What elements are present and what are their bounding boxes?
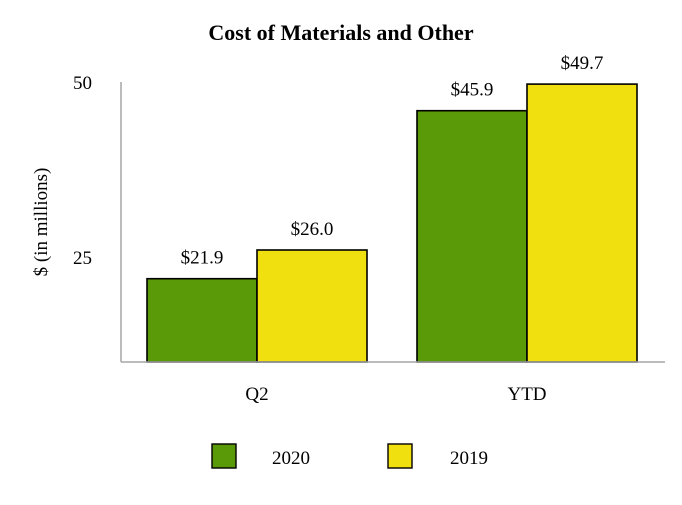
bar-label: $49.7 bbox=[561, 53, 604, 74]
legend-label: 2020 bbox=[272, 448, 310, 469]
x-axis-ticks: Q2 YTD bbox=[245, 384, 546, 405]
bar-label: $26.0 bbox=[291, 219, 334, 240]
legend-swatch-2019 bbox=[387, 443, 413, 469]
bar-2020-Q2 bbox=[146, 277, 258, 363]
bar-label: $21.9 bbox=[181, 248, 224, 269]
bar-2019-Q2 bbox=[256, 249, 368, 363]
bar-label: $45.9 bbox=[451, 80, 494, 101]
legend-label: 2019 bbox=[450, 448, 488, 469]
bars-group bbox=[146, 83, 638, 363]
y-tick-label: 25 bbox=[73, 248, 92, 269]
legend: 2020 2019 bbox=[211, 443, 488, 469]
x-tick-label: YTD bbox=[507, 384, 546, 405]
y-tick-label: 50 bbox=[73, 73, 92, 94]
x-tick-label: Q2 bbox=[245, 384, 268, 405]
chart-title: Cost of Materials and Other bbox=[208, 20, 473, 45]
bar-2020-YTD bbox=[416, 109, 528, 363]
legend-swatch-2020 bbox=[211, 443, 237, 469]
bar-2019-YTD bbox=[526, 83, 638, 363]
bar-labels-group: $21.9 $26.0 $45.9 $49.7 bbox=[181, 53, 604, 269]
y-axis-label: $ (in millions) bbox=[31, 168, 52, 277]
y-axis-ticks: 25 50 bbox=[73, 73, 92, 269]
